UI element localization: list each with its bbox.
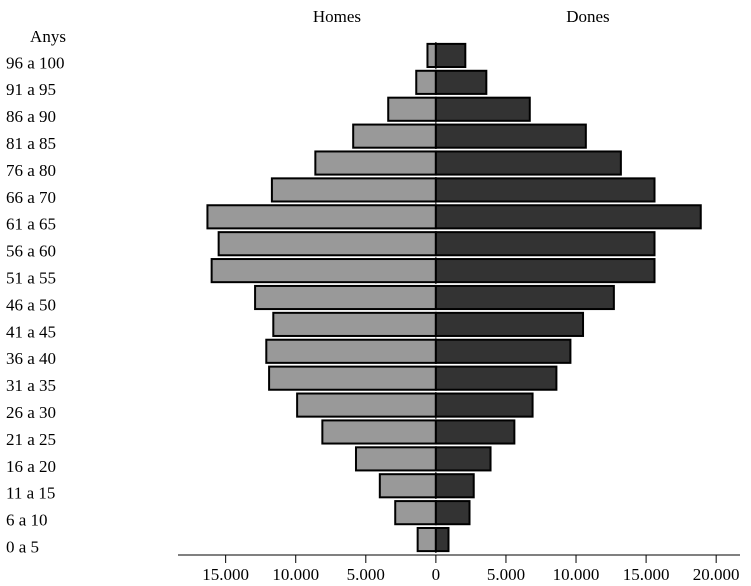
bar (434, 96, 531, 122)
bar (434, 258, 656, 284)
bar (210, 258, 437, 284)
x-tick-label: 10.000 (553, 565, 600, 584)
y-tick-label: 96 a 100 (6, 53, 65, 72)
bar (434, 150, 622, 176)
y-tick-label: 26 a 30 (6, 403, 56, 422)
bar (387, 96, 437, 122)
bar (265, 338, 437, 364)
y-tick-label: 81 a 85 (6, 134, 56, 153)
bar (415, 69, 437, 95)
bar (268, 365, 437, 391)
bar (321, 419, 437, 445)
bar (272, 311, 437, 337)
bar (206, 204, 437, 230)
y-tick-label: 11 a 15 (6, 484, 55, 503)
bar (314, 150, 437, 176)
bar (434, 446, 492, 472)
bar (434, 284, 615, 311)
bar (434, 42, 467, 69)
y-tick-label: 51 a 55 (6, 269, 56, 288)
bar (434, 204, 702, 230)
y-tick-label: 91 a 95 (6, 80, 56, 99)
y-tick-label: 6 a 10 (6, 511, 48, 530)
y-tick-label: 31 a 35 (6, 376, 56, 395)
bar (217, 231, 437, 257)
bar (270, 177, 437, 203)
y-tick-label: 61 a 65 (6, 215, 56, 234)
bar (434, 231, 656, 257)
bar (296, 392, 437, 418)
y-tick-label: 0 a 5 (6, 537, 39, 556)
bar (426, 42, 437, 69)
y-axis-label: Anys (30, 27, 66, 46)
bar (378, 473, 437, 499)
x-tick-label: 5.000 (487, 565, 525, 584)
bar (434, 123, 587, 149)
y-tick-label: 21 a 25 (6, 430, 56, 449)
y-tick-label: 36 a 40 (6, 349, 56, 368)
bar (434, 338, 572, 364)
y-tick-label: 56 a 60 (6, 242, 56, 261)
bar (434, 473, 475, 499)
y-tick-label: 16 a 20 (6, 457, 56, 476)
bar (434, 69, 488, 95)
bar (434, 392, 534, 418)
bar (416, 526, 437, 553)
bar (254, 284, 437, 311)
y-tick-label: 46 a 50 (6, 295, 56, 314)
bar (434, 526, 450, 553)
y-tick-label: 41 a 45 (6, 322, 56, 341)
bar (434, 419, 516, 445)
y-tick-label: 66 a 70 (6, 188, 56, 207)
bar (394, 500, 437, 526)
x-tick-label: 20.000 (693, 565, 740, 584)
bar (434, 311, 585, 337)
bar (354, 446, 437, 472)
y-tick-label: 86 a 90 (6, 107, 56, 126)
x-tick-label: 15.000 (202, 565, 249, 584)
x-tick-label: 10.000 (272, 565, 319, 584)
x-tick-label: 0 (432, 565, 441, 584)
y-tick-label: 76 a 80 (6, 161, 56, 180)
legend-label: Homes (313, 7, 361, 26)
bar (352, 123, 437, 149)
bar (434, 365, 558, 391)
bar (434, 177, 656, 203)
legend-label: Dones (566, 7, 609, 26)
x-tick-label: 15.000 (623, 565, 670, 584)
bar (434, 500, 471, 526)
x-tick-label: 5.000 (347, 565, 385, 584)
